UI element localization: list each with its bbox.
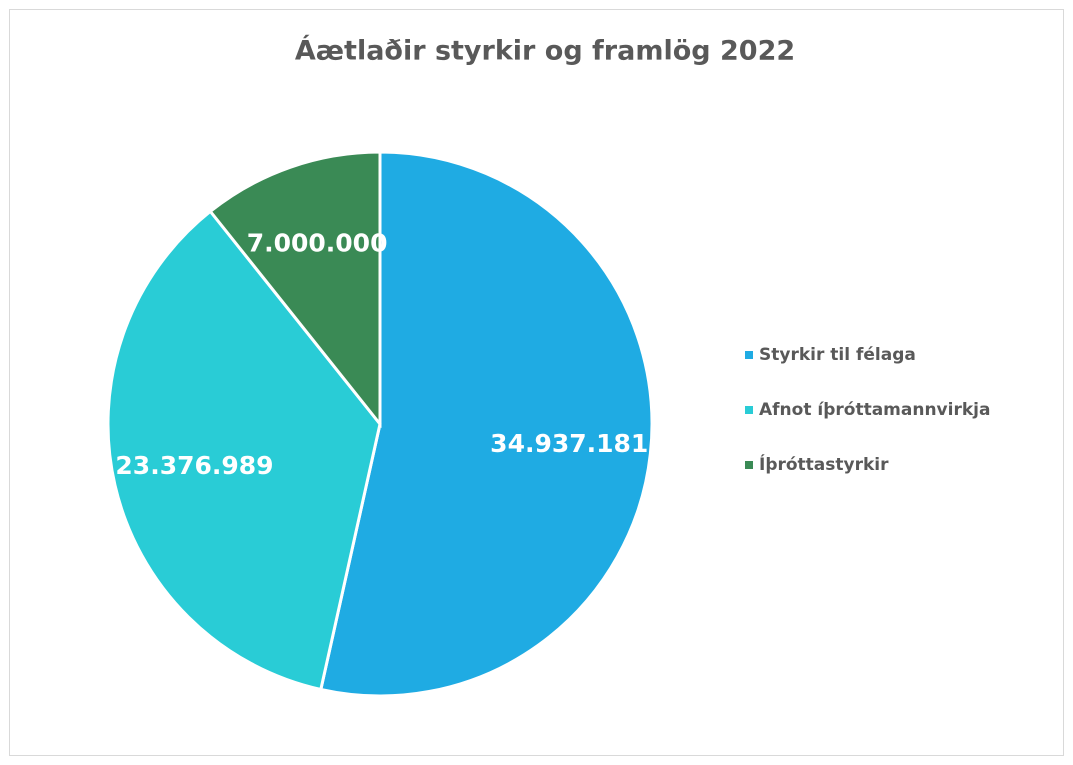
- pie-slice: [106, 209, 382, 692]
- pie-slice: [208, 150, 382, 429]
- legend-marker: [745, 461, 753, 469]
- legend-marker: [745, 406, 753, 414]
- chart-title: Áætlaðir styrkir og framlög 2022: [295, 35, 795, 67]
- data-label: 7.000.000: [247, 228, 388, 257]
- data-label: 34.937.181: [490, 429, 648, 458]
- data-label: 23.376.989: [115, 451, 273, 480]
- legend-label: Íþróttastyrkir: [759, 453, 889, 475]
- legend-label: Afnot íþróttamannvirkja: [759, 400, 990, 420]
- pie-slice: [319, 150, 654, 698]
- legend-marker: [745, 351, 753, 359]
- legend-label: Styrkir til félaga: [759, 345, 916, 365]
